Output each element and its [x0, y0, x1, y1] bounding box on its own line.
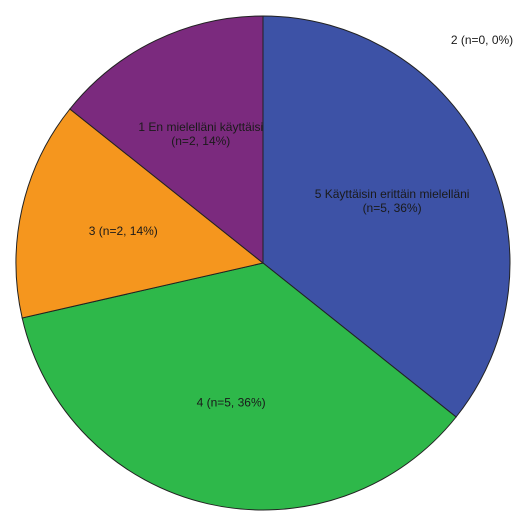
- slice-label-0-line-0: 5 Käyttäisin erittäin mielelläni: [315, 187, 470, 201]
- slice-label-1-line-0: 4 (n=5, 36%): [197, 396, 266, 410]
- slice-label-0-line-1: (n=5, 36%): [363, 201, 422, 215]
- pie-slice-0: [262, 15, 511, 418]
- slice-label-4: 2 (n=0, 0%): [451, 33, 513, 47]
- pie-slice-1: [21, 262, 457, 511]
- slice-label-2: 3 (n=2, 14%): [89, 224, 158, 238]
- slice-label-4-line-0: 2 (n=0, 0%): [451, 33, 513, 47]
- pie-slice-2: [15, 108, 265, 319]
- slice-label-3: 1 En mielelläni käyttäisi (n=2, 14%): [138, 120, 263, 148]
- slice-label-1: 4 (n=5, 36%): [197, 396, 266, 410]
- slice-label-3-line-0: 1 En mielelläni käyttäisi: [138, 120, 263, 134]
- slice-label-3-line-1: (n=2, 14%): [171, 134, 230, 148]
- slice-label-2-line-0: 3 (n=2, 14%): [89, 224, 158, 238]
- slice-label-0: 5 Käyttäisin erittäin mielelläni (n=5, 36…: [315, 187, 470, 215]
- pie-slice-3: [69, 15, 264, 265]
